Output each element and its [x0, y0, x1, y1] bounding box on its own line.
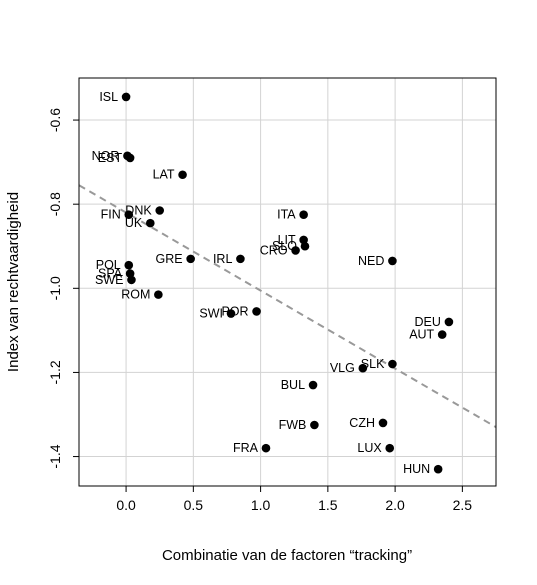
data-point-swi — [226, 309, 236, 318]
data-point-vlg — [358, 363, 368, 373]
point-label-lat: LAT — [153, 168, 175, 182]
point-label-vlg: VLG — [330, 361, 355, 375]
y-tick-label: -0.8 — [47, 192, 63, 216]
data-point-pol — [124, 260, 134, 270]
x-tick-label: 1.0 — [251, 497, 271, 513]
data-point-isl — [121, 92, 131, 102]
data-point-uk — [145, 218, 155, 228]
data-point-dnk — [155, 206, 165, 215]
trend-line — [78, 184, 497, 428]
x-tick-label: 0.0 — [116, 497, 136, 513]
data-point-deu — [444, 317, 454, 327]
point-label-uk: UK — [125, 216, 143, 230]
data-point-fin — [124, 210, 134, 220]
data-point-ita — [299, 210, 308, 220]
point-label-dnk: DNK — [125, 203, 152, 217]
data-points — [121, 92, 454, 474]
point-label-lux: LUX — [357, 441, 382, 455]
point-label-slk: SLK — [361, 357, 385, 371]
data-point-irl — [236, 254, 245, 264]
data-point-cro — [291, 246, 300, 255]
y-tick-label: -1.0 — [47, 276, 63, 300]
point-label-slo: SLO — [272, 239, 297, 253]
data-point-lat — [178, 170, 187, 180]
point-label-por: POR — [221, 304, 248, 318]
data-point-lux — [385, 443, 395, 453]
data-point-aut — [437, 330, 447, 339]
point-label-swe: SWE — [95, 273, 123, 287]
point-label-nor: NOR — [92, 149, 120, 163]
point-label-rom: ROM — [121, 288, 150, 302]
point-label-fwb: FWB — [279, 418, 307, 432]
point-label-irl: IRL — [213, 252, 233, 266]
point-label-aut: AUT — [409, 328, 434, 342]
point-label-gre: GRE — [156, 252, 183, 266]
point-label-bul: BUL — [281, 378, 305, 392]
point-label-fra: FRA — [233, 441, 259, 455]
data-point-por — [252, 307, 261, 316]
trend-line-group — [78, 184, 497, 428]
data-point-ned — [388, 256, 397, 266]
point-label-hun: HUN — [403, 462, 430, 476]
point-label-ita: ITA — [277, 208, 296, 222]
y-tick-label: -1.2 — [47, 360, 63, 384]
data-point-slk — [388, 359, 397, 369]
point-label-est: EST — [98, 151, 123, 165]
point-label-ned: NED — [358, 254, 384, 268]
point-label-cro: CRO — [260, 243, 288, 257]
x-axis-title: Combinatie van de factoren “tracking” — [162, 547, 412, 564]
data-point-slo — [300, 241, 310, 251]
data-point-gre — [186, 254, 195, 264]
data-point-fwb — [310, 420, 319, 430]
data-point-rom — [154, 290, 163, 299]
data-point-est — [125, 153, 135, 163]
grid — [79, 78, 496, 486]
point-label-isl: ISL — [99, 90, 118, 104]
y-axis: -0.6 -0.8 -1.0 -1.2 -1.4 — [47, 108, 79, 469]
data-point-hun — [433, 464, 443, 474]
plot-frame — [78, 77, 497, 487]
y-tick-label: -1.4 — [47, 444, 63, 468]
point-label-spa: SPA — [98, 267, 123, 281]
x-tick-label: 2.5 — [453, 497, 473, 513]
data-point-fra — [261, 443, 271, 453]
y-axis-title: Index van rechtvaardigheid — [5, 192, 22, 372]
point-label-czh: CZH — [349, 416, 375, 430]
data-point-czh — [378, 418, 388, 428]
point-label-pol: POL — [96, 258, 121, 272]
data-point-swe — [127, 275, 136, 285]
y-tick-label: -0.6 — [47, 108, 63, 132]
data-point-bul — [308, 380, 318, 390]
point-label-fin: FIN — [101, 208, 121, 222]
x-tick-label: 2.0 — [385, 497, 405, 513]
point-label-swi: SWI — [199, 307, 223, 321]
point-label-lit: LIT — [278, 233, 296, 247]
x-axis: 0.0 0.5 1.0 1.5 2.0 2.5 — [116, 486, 472, 513]
x-tick-label: 1.5 — [318, 497, 338, 513]
x-tick-label: 0.5 — [184, 497, 204, 513]
point-label-deu: DEU — [415, 315, 441, 329]
